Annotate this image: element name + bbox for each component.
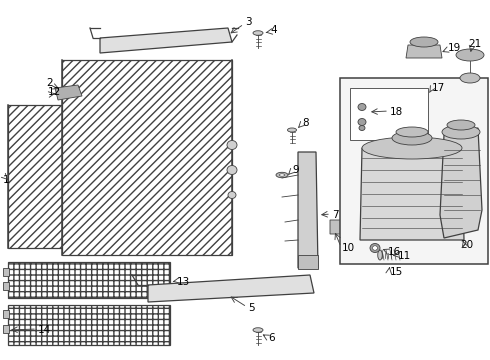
Ellipse shape	[276, 172, 288, 178]
Ellipse shape	[358, 118, 366, 126]
Text: 3: 3	[245, 17, 252, 27]
Ellipse shape	[253, 31, 263, 35]
Text: 21: 21	[468, 39, 481, 49]
Ellipse shape	[392, 131, 432, 145]
Polygon shape	[148, 275, 314, 302]
Bar	[340, 78, 488, 264]
Text: 20: 20	[460, 240, 473, 250]
Ellipse shape	[442, 125, 480, 139]
Polygon shape	[406, 45, 442, 58]
Polygon shape	[55, 85, 82, 100]
Text: 2: 2	[46, 78, 52, 88]
Text: 13: 13	[177, 277, 190, 287]
Polygon shape	[440, 128, 482, 238]
Text: 16: 16	[388, 247, 401, 257]
Bar	[3, 268, 9, 276]
Ellipse shape	[228, 192, 236, 198]
Ellipse shape	[362, 137, 462, 159]
Ellipse shape	[410, 37, 438, 47]
Bar	[3, 310, 9, 318]
Text: 9: 9	[292, 165, 298, 175]
Text: 14: 14	[38, 325, 51, 335]
Ellipse shape	[456, 49, 484, 61]
Text: 6: 6	[268, 333, 274, 343]
Polygon shape	[8, 305, 170, 345]
Ellipse shape	[358, 104, 366, 111]
Polygon shape	[100, 28, 232, 53]
Bar	[298, 255, 318, 269]
Text: 11: 11	[398, 251, 411, 261]
Bar	[350, 88, 428, 140]
Ellipse shape	[359, 126, 365, 130]
Ellipse shape	[279, 174, 285, 176]
Ellipse shape	[460, 73, 480, 83]
Polygon shape	[330, 220, 355, 234]
Polygon shape	[298, 152, 318, 268]
Text: 15: 15	[390, 267, 403, 277]
Text: 4: 4	[270, 25, 277, 35]
Text: 17: 17	[432, 83, 445, 93]
Ellipse shape	[372, 246, 377, 250]
Text: 5: 5	[248, 303, 255, 313]
Polygon shape	[8, 105, 75, 248]
Polygon shape	[360, 148, 464, 240]
Text: 8: 8	[302, 118, 309, 128]
Text: 12: 12	[48, 87, 61, 97]
Ellipse shape	[378, 250, 382, 260]
Ellipse shape	[227, 140, 237, 149]
Text: 1: 1	[3, 175, 10, 185]
Ellipse shape	[396, 127, 428, 137]
Text: 19: 19	[448, 43, 461, 53]
Ellipse shape	[227, 166, 237, 175]
Polygon shape	[8, 262, 170, 298]
Text: 18: 18	[390, 107, 403, 117]
Bar	[3, 282, 9, 290]
Ellipse shape	[447, 120, 475, 130]
Text: 10: 10	[342, 243, 355, 253]
Bar	[3, 325, 9, 333]
Ellipse shape	[288, 128, 296, 132]
Ellipse shape	[370, 243, 380, 252]
Text: 7: 7	[332, 210, 339, 220]
Ellipse shape	[253, 328, 263, 332]
Polygon shape	[62, 60, 232, 255]
